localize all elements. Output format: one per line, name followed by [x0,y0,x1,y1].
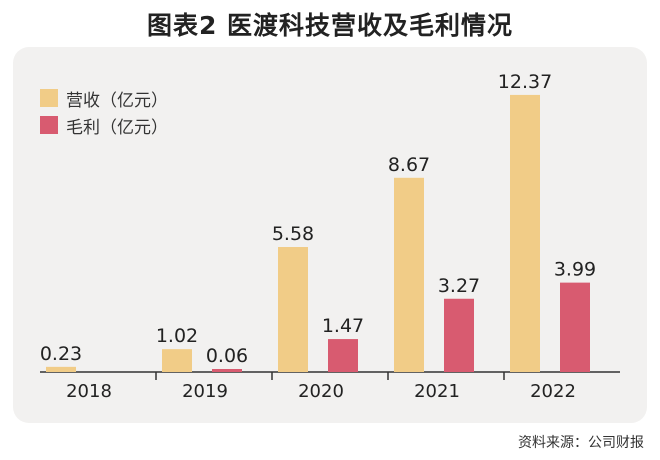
data-label-revenue-2022: 12.37 [498,71,552,93]
bar-revenue-2018 [46,366,76,372]
x-tick-label-2018: 2018 [66,381,112,402]
bar-profit-2019 [212,369,242,372]
bar-profit-2021 [444,298,474,372]
bar-revenue-2022 [510,94,540,373]
chart-legend: 营收（亿元） 毛利（亿元） [40,86,168,140]
source-note: 资料来源：公司财报 [518,435,644,451]
bar-profit-2020 [328,339,358,372]
legend-label-revenue: 营收（亿元） [66,90,168,111]
bar-revenue-2021 [394,177,424,372]
x-tick-label-2021: 2021 [414,381,460,402]
data-label-profit-2021: 3.27 [438,275,480,297]
bar-revenue-2019 [162,349,192,372]
legend-item-profit: 毛利（亿元） [40,113,168,138]
data-label-profit-2020: 1.47 [322,315,364,337]
data-label-revenue-2018: 0.23 [40,343,82,365]
bar-profit-2022 [560,282,590,372]
legend-label-profit: 毛利（亿元） [66,117,168,138]
x-tick-label-2019: 2019 [182,381,228,402]
legend-swatch-profit [40,116,58,134]
data-label-revenue-2021: 8.67 [388,154,430,176]
legend-item-revenue: 营收（亿元） [40,86,168,111]
x-tick-label-2020: 2020 [298,381,344,402]
x-tick-label-2022: 2022 [530,381,576,402]
bar-revenue-2020 [278,247,308,372]
data-label-revenue-2020: 5.58 [272,223,314,245]
legend-swatch-revenue [40,89,58,107]
chart-title: 图表2 医渡科技营收及毛利情况 [146,11,514,40]
data-label-revenue-2019: 1.02 [156,325,198,347]
data-label-profit-2022: 3.99 [554,259,596,281]
data-label-profit-2019: 0.06 [206,345,248,367]
